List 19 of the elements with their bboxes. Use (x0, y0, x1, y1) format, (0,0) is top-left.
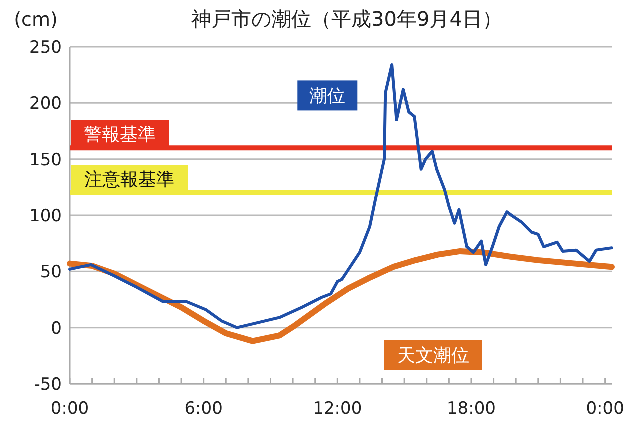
x-tick-label: 18:00 (446, 399, 496, 419)
x-tick-label: 0:00 (586, 399, 624, 419)
y-tick-label: -50 (34, 374, 62, 395)
y-tick-label: 0 (51, 318, 62, 339)
text: 潮位 (310, 86, 346, 107)
ref-line-label: 警報基準 (84, 124, 156, 146)
x-tick-label: 12:00 (313, 399, 362, 419)
text: 天文潮位 (397, 345, 470, 366)
y-tick-label: 100 (30, 206, 62, 226)
x-tick-label: 0:00 (50, 399, 90, 419)
y-tick-label: 250 (30, 38, 62, 58)
chart-title: 神戸市の潮位（平成30年9月4日） (192, 7, 502, 31)
x-tick-label: 6:00 (184, 399, 223, 419)
y-tick-label: 50 (40, 262, 62, 283)
y-tick-label: 150 (30, 150, 62, 170)
y-tick-label: 200 (30, 94, 62, 114)
ref-line-label: 注意報基準 (84, 169, 174, 190)
line-series (68, 63, 614, 330)
y-axis-title: (cm) (14, 9, 58, 31)
